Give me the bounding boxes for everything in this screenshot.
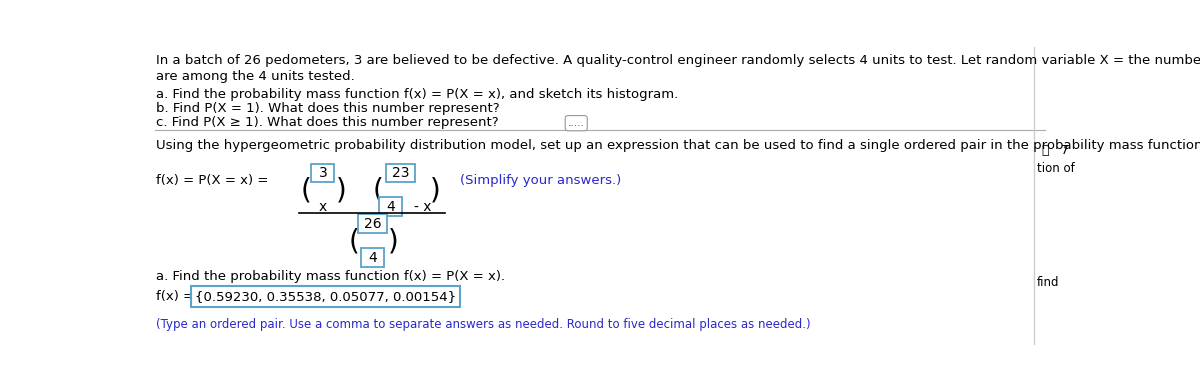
Text: 7: 7 [1061,144,1069,157]
Text: f(x) =: f(x) = [156,290,198,303]
Text: c. Find P(X ≥ 1). What does this number represent?: c. Find P(X ≥ 1). What does this number … [156,116,499,129]
FancyBboxPatch shape [311,164,335,182]
Text: In a batch of 26 pedometers, 3 are believed to be defective. A quality-control e: In a batch of 26 pedometers, 3 are belie… [156,54,1200,67]
Text: $($: $($ [300,175,311,204]
Text: x: x [319,200,326,214]
Text: - x: - x [414,200,431,214]
Text: Using the hypergeometric probability distribution model, set up an expression th: Using the hypergeometric probability dis… [156,139,1200,152]
FancyBboxPatch shape [358,215,388,233]
FancyBboxPatch shape [379,197,402,216]
Text: f(x) = P(X = x) =: f(x) = P(X = x) = [156,174,269,187]
Text: tion of: tion of [1037,162,1074,175]
Text: .....: ..... [568,118,584,128]
Text: $($: $($ [372,175,383,204]
FancyBboxPatch shape [385,164,415,182]
Text: $)$: $)$ [336,175,346,204]
Text: a. Find the probability mass function f(x) = P(X = x), and sketch its histogram.: a. Find the probability mass function f(… [156,88,678,101]
Text: $($: $($ [348,226,359,255]
Text: 4: 4 [368,251,377,265]
Text: 3: 3 [318,166,328,180]
Text: 👍: 👍 [1042,144,1049,157]
FancyBboxPatch shape [361,248,384,267]
Text: (Simplify your answers.): (Simplify your answers.) [460,174,622,187]
Text: find: find [1037,276,1060,289]
Text: b. Find P(X = 1). What does this number represent?: b. Find P(X = 1). What does this number … [156,102,500,115]
Text: 4: 4 [386,200,395,214]
Text: $)$: $)$ [430,175,439,204]
Text: 23: 23 [391,166,409,180]
Text: a. Find the probability mass function f(x) = P(X = x).: a. Find the probability mass function f(… [156,270,505,283]
Text: (Type an ordered pair. Use a comma to separate answers as needed. Round to five : (Type an ordered pair. Use a comma to se… [156,318,811,331]
Text: 26: 26 [364,217,382,230]
Text: are among the 4 units tested.: are among the 4 units tested. [156,70,355,83]
Text: $)$: $)$ [386,226,397,255]
Text: {0.59230, 0.35538, 0.05077, 0.00154}: {0.59230, 0.35538, 0.05077, 0.00154} [194,290,456,303]
